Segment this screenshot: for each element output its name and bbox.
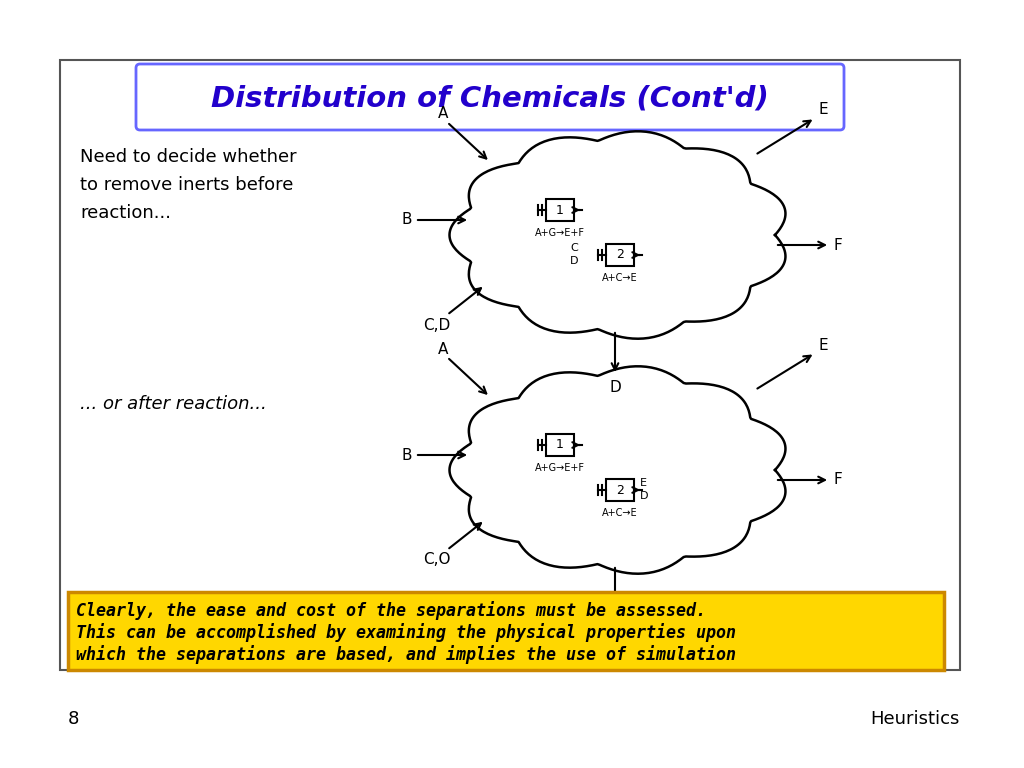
Text: 2: 2: [616, 484, 624, 496]
Text: A: A: [438, 107, 449, 121]
FancyBboxPatch shape: [606, 479, 634, 501]
Text: E: E: [818, 337, 827, 353]
FancyBboxPatch shape: [606, 244, 634, 266]
Text: D: D: [609, 615, 621, 631]
FancyBboxPatch shape: [546, 199, 574, 221]
FancyBboxPatch shape: [60, 60, 961, 670]
Text: 2: 2: [616, 249, 624, 261]
Text: 1: 1: [556, 204, 564, 217]
FancyBboxPatch shape: [68, 592, 944, 670]
Text: A: A: [438, 342, 449, 356]
Text: A+C→E: A+C→E: [602, 273, 638, 283]
Text: C,D: C,D: [423, 317, 451, 333]
Text: 1: 1: [556, 439, 564, 452]
Text: D: D: [640, 491, 648, 501]
Text: Need to decide whether
to remove inerts before
reaction...: Need to decide whether to remove inerts …: [80, 148, 297, 222]
Text: B: B: [401, 213, 413, 227]
Text: A+G→E+F: A+G→E+F: [535, 228, 585, 238]
FancyBboxPatch shape: [136, 64, 844, 130]
Text: A+C→E: A+C→E: [602, 508, 638, 518]
Text: 8: 8: [68, 710, 80, 728]
Text: which the separations are based, and implies the use of simulation: which the separations are based, and imp…: [76, 645, 736, 664]
Text: E: E: [640, 478, 647, 488]
Text: C,O: C,O: [423, 552, 451, 568]
Text: E: E: [818, 102, 827, 118]
Text: This can be accomplished by examining the physical properties upon: This can be accomplished by examining th…: [76, 623, 736, 642]
Text: D: D: [569, 256, 578, 266]
Text: Distribution of Chemicals (Cont'd): Distribution of Chemicals (Cont'd): [211, 85, 769, 113]
Text: Heuristics: Heuristics: [870, 710, 961, 728]
Text: F: F: [834, 472, 843, 488]
Text: Clearly, the ease and cost of the separations must be assessed.: Clearly, the ease and cost of the separa…: [76, 601, 706, 620]
Text: A+G→E+F: A+G→E+F: [535, 463, 585, 473]
Text: B: B: [401, 448, 413, 462]
Text: ... or after reaction...: ... or after reaction...: [80, 395, 266, 413]
FancyBboxPatch shape: [546, 434, 574, 456]
Text: F: F: [834, 237, 843, 253]
Text: C: C: [570, 243, 578, 253]
Text: D: D: [609, 380, 621, 396]
